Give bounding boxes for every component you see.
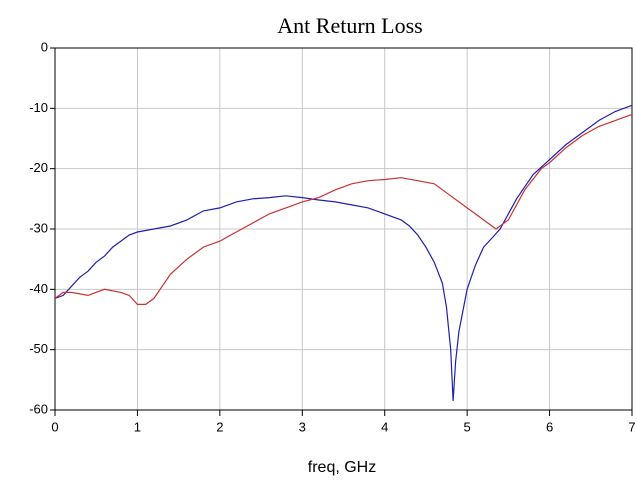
line-series	[54, 113, 633, 305]
plot-frame	[54, 47, 633, 411]
y-tick-label: -30	[29, 220, 48, 235]
x-tick-label: 1	[134, 419, 141, 434]
x-tick-label: 5	[464, 419, 471, 434]
x-tick-label: 4	[381, 419, 388, 434]
y-tick-label: 0	[41, 39, 48, 54]
x-tick-label: 7	[628, 419, 635, 434]
y-tick-label: -10	[29, 100, 48, 115]
x-tick-label: 2	[216, 419, 223, 434]
y-tick-label: -50	[29, 341, 48, 356]
x-tick-label: 3	[299, 419, 306, 434]
y-tick-label: -60	[29, 401, 48, 416]
line-series	[54, 104, 633, 401]
x-axis-label: freq, GHz	[308, 459, 376, 476]
x-tick-label: 0	[51, 419, 58, 434]
y-tick-label: -40	[29, 281, 48, 296]
y-tick-label: -20	[29, 160, 48, 175]
x-tick-label: 6	[546, 419, 553, 434]
chart-title: Ant Return Loss	[277, 13, 422, 38]
